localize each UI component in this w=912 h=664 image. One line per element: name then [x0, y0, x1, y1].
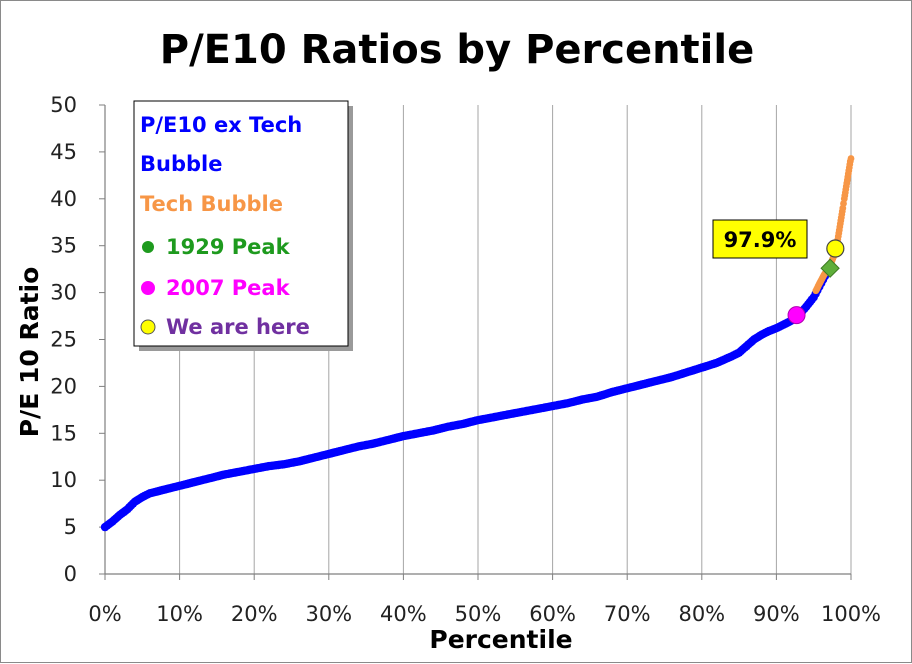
y-tick-label: 35 — [50, 234, 77, 258]
x-tick-label: 30% — [305, 602, 352, 626]
x-tick-label: 60% — [529, 602, 576, 626]
legend-label-tech-bubble: Tech Bubble — [140, 192, 283, 216]
callout-label: 97.9% — [724, 228, 797, 252]
legend-label-pe10-line1: P/E10 ex Tech — [140, 113, 302, 137]
callout-box — [712, 219, 808, 259]
x-tick-label: 50% — [455, 602, 502, 626]
legend-box — [133, 100, 349, 347]
callout: 97.9% — [712, 219, 808, 259]
y-tick-label: 40 — [50, 187, 77, 211]
y-tick-label: 45 — [50, 140, 77, 164]
y-tick-label: 0 — [64, 562, 77, 586]
x-tick-label: 20% — [231, 602, 278, 626]
y-tick-label: 10 — [50, 468, 77, 492]
x-tick-label: 40% — [380, 602, 427, 626]
legend-label-we-are-here: We are here — [166, 315, 310, 339]
marker-we-are-here — [826, 239, 845, 258]
legend-marker-we-are-here — [140, 319, 156, 335]
x-tick-label: 10% — [156, 602, 203, 626]
y-tick-label: 5 — [64, 515, 77, 539]
x-tick-label: 70% — [604, 602, 651, 626]
y-tick-label: 50 — [50, 93, 77, 117]
x-tick-label: 100% — [821, 602, 881, 626]
legend-marker-2007 — [141, 281, 155, 295]
series-pe10-ex-tech-bubble — [100, 264, 833, 532]
y-tick-labels: 0 5 10 15 20 25 30 35 40 45 50 — [50, 93, 77, 586]
x-tick-label: 80% — [678, 602, 725, 626]
tech-bubble-point — [847, 155, 855, 162]
marker-1929-peak — [820, 258, 840, 278]
y-tick-label: 25 — [50, 328, 77, 352]
y-axis-title: P/E 10 Ratio — [15, 267, 44, 438]
x-tick-label: 0% — [88, 602, 121, 626]
chart-title: P/E10 Ratios by Percentile — [160, 27, 754, 73]
data-series — [100, 155, 855, 532]
marker-2007-peak — [787, 306, 806, 325]
x-tick-label: 90% — [753, 602, 800, 626]
legend: P/E10 ex Tech Bubble Tech Bubble 1929 Pe… — [133, 100, 353, 351]
legend-marker-1929 — [142, 241, 154, 253]
legend-label-pe10-line2: Bubble — [140, 152, 222, 176]
y-tick-label: 20 — [50, 374, 77, 398]
y-tick-label: 30 — [50, 281, 77, 305]
x-tick-labels: 0% 10% 20% 30% 40% 50% 60% 70% 80% 90% 100% — [88, 602, 881, 626]
legend-label-2007-peak: 2007 Peak — [166, 276, 291, 300]
y-tick-label: 15 — [50, 421, 77, 445]
x-axis-title: Percentile — [429, 625, 572, 654]
legend-label-1929-peak: 1929 Peak — [166, 235, 291, 259]
